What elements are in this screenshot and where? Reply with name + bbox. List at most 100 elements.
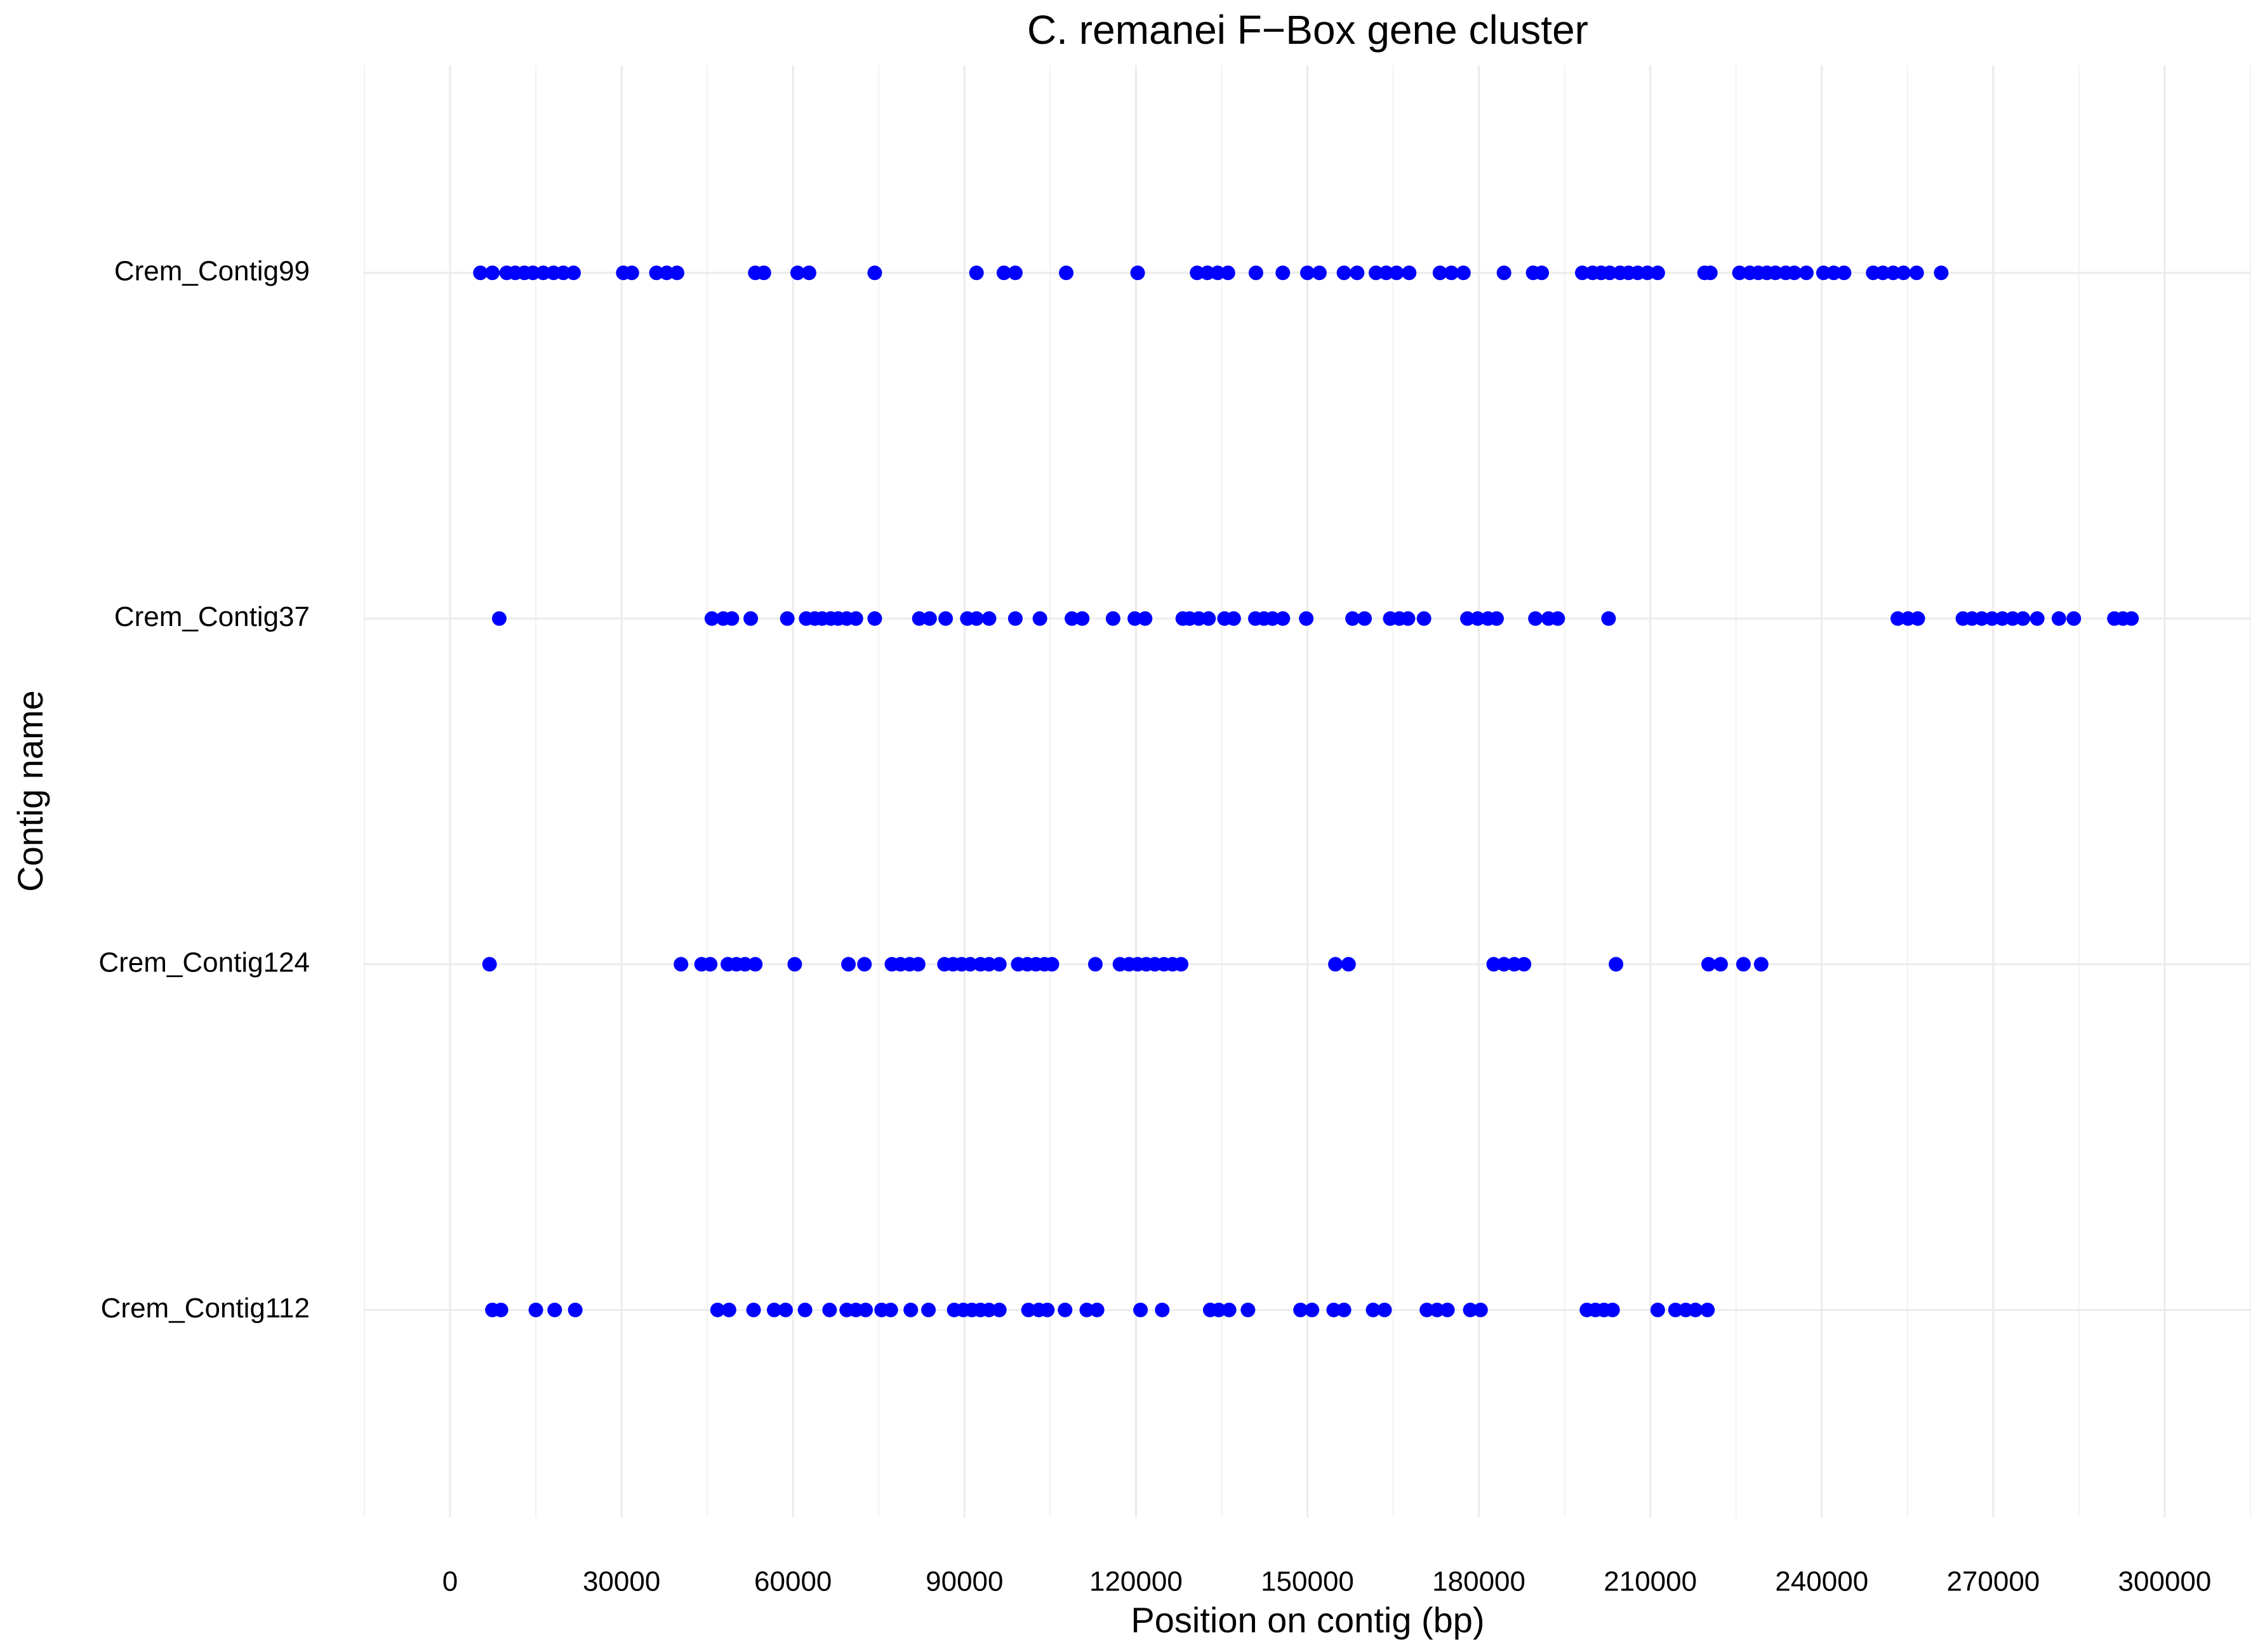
point xyxy=(912,611,927,626)
point xyxy=(1007,611,1023,626)
point xyxy=(1174,957,1189,972)
point xyxy=(1798,265,1814,281)
point xyxy=(493,1302,508,1317)
point xyxy=(738,957,753,972)
point xyxy=(1885,265,1901,281)
point xyxy=(1365,1302,1381,1317)
point xyxy=(1299,611,1314,626)
point xyxy=(2124,611,2139,626)
point xyxy=(1768,265,1783,281)
point xyxy=(1389,265,1404,281)
point xyxy=(704,611,719,626)
point xyxy=(1419,1302,1435,1317)
point xyxy=(1200,265,1215,281)
point xyxy=(485,265,500,281)
point xyxy=(1416,611,1431,626)
point xyxy=(1440,1302,1455,1317)
point xyxy=(566,265,581,281)
point xyxy=(938,611,953,626)
point xyxy=(1079,1302,1094,1317)
point xyxy=(1220,265,1235,281)
point xyxy=(1700,1302,1715,1317)
point xyxy=(1127,611,1143,626)
x-tick-label: 90000 xyxy=(926,1566,1003,1597)
y-tick-label: Crem_Contig112 xyxy=(101,1293,310,1324)
point xyxy=(1489,611,1504,626)
x-tick-label: 0 xyxy=(442,1566,458,1597)
y-tick-label: Crem_Contig99 xyxy=(114,255,310,286)
y-tick-label: Crem_Contig124 xyxy=(98,947,310,978)
point xyxy=(1032,611,1047,626)
point xyxy=(1133,1302,1148,1317)
point xyxy=(903,1302,919,1317)
point xyxy=(822,1302,837,1317)
point xyxy=(1602,265,1617,281)
point xyxy=(1369,265,1384,281)
point xyxy=(555,265,571,281)
point xyxy=(981,1302,997,1317)
point xyxy=(746,1302,761,1317)
x-tick-label: 240000 xyxy=(1775,1566,1868,1597)
x-tick-label: 120000 xyxy=(1089,1566,1183,1597)
point xyxy=(1190,265,1205,281)
point xyxy=(1326,1302,1341,1317)
point xyxy=(981,611,997,626)
point xyxy=(568,1302,583,1317)
point xyxy=(1305,1302,1320,1317)
point xyxy=(778,1302,794,1317)
point xyxy=(790,265,805,281)
point xyxy=(491,611,507,626)
point xyxy=(1155,1302,1170,1317)
point xyxy=(1377,1302,1392,1317)
point xyxy=(1065,611,1080,626)
point xyxy=(1138,611,1153,626)
point xyxy=(1379,265,1394,281)
y-tick-label: Crem_Contig37 xyxy=(114,601,310,632)
point xyxy=(659,265,674,281)
point xyxy=(1089,1302,1105,1317)
point xyxy=(624,265,639,281)
x-axis-title: Position on contig (bp) xyxy=(1131,1600,1484,1640)
point xyxy=(1350,265,1365,281)
point xyxy=(1605,1302,1620,1317)
point xyxy=(526,265,541,281)
point xyxy=(1293,1302,1308,1317)
point xyxy=(1430,1302,1445,1317)
x-tick-label: 60000 xyxy=(754,1566,832,1597)
point xyxy=(969,611,984,626)
point xyxy=(921,1302,936,1317)
point xyxy=(1713,957,1728,972)
point xyxy=(2005,611,2020,626)
point xyxy=(703,957,718,972)
point xyxy=(1040,1302,1055,1317)
point xyxy=(674,957,689,972)
point xyxy=(2029,611,2045,626)
point xyxy=(922,611,937,626)
point xyxy=(1444,265,1459,281)
point xyxy=(710,1302,725,1317)
point xyxy=(780,611,795,626)
point xyxy=(962,957,978,972)
point xyxy=(848,611,863,626)
point xyxy=(473,265,488,281)
point xyxy=(867,265,882,281)
point xyxy=(1826,265,1842,281)
point xyxy=(1736,957,1751,972)
point xyxy=(1703,265,1718,281)
point xyxy=(1995,611,2010,626)
point xyxy=(1402,265,1417,281)
point xyxy=(1210,265,1225,281)
point xyxy=(841,957,856,972)
point xyxy=(1688,1302,1703,1317)
point xyxy=(721,1302,736,1317)
point xyxy=(1575,265,1590,281)
point xyxy=(996,265,1011,281)
x-tick-label: 210000 xyxy=(1604,1566,1697,1597)
point xyxy=(1087,957,1103,972)
point xyxy=(1201,611,1216,626)
point xyxy=(1456,265,1471,281)
chart-title: C. remanei F−Box gene cluster xyxy=(1027,7,1588,53)
point xyxy=(787,957,802,972)
point xyxy=(1312,265,1327,281)
point xyxy=(1460,611,1475,626)
